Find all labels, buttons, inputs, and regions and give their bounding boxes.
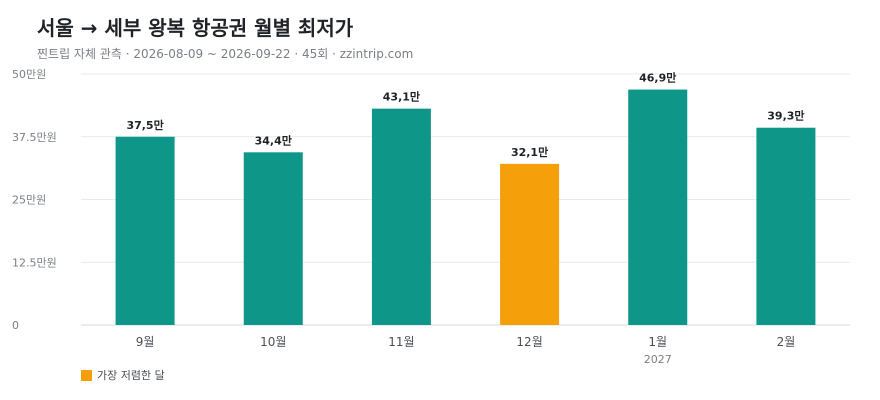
x-axis: 9월 10월 11월 12월 1월 2027 2월 bbox=[136, 335, 796, 366]
bar bbox=[628, 89, 688, 325]
bar bbox=[115, 136, 175, 325]
x-tick-label: 9월 bbox=[136, 335, 155, 349]
bar-value-label: 34,4만 bbox=[255, 133, 292, 147]
x-tick-label: 11월 bbox=[388, 335, 414, 349]
legend-label-cheapest: 가장 저렴한 달 bbox=[97, 369, 165, 382]
bar-value-label: 46,9만 bbox=[639, 71, 676, 85]
bar-cheapest bbox=[500, 163, 560, 325]
x-tick-label: 1월 bbox=[648, 335, 667, 349]
bar-value-label: 32,1만 bbox=[511, 145, 548, 159]
y-tick-label: 37.5만원 bbox=[12, 131, 57, 144]
bar bbox=[243, 152, 303, 325]
bar-value-label: 37,5만 bbox=[126, 118, 163, 132]
y-tick-label: 0 bbox=[12, 319, 19, 332]
bar bbox=[371, 108, 431, 325]
bar-value-label: 43,1만 bbox=[383, 90, 420, 104]
y-tick-label: 12.5만원 bbox=[12, 256, 57, 269]
bars: 37,5만 34,4만 43,1만 32,1만 46,9만 39,3만 bbox=[115, 71, 816, 326]
x-tick-label: 10월 bbox=[260, 335, 286, 349]
chart-subtitle: 찐트립 자체 관측 · 2026-08-09 ~ 2026-09-22 · 45… bbox=[37, 47, 414, 61]
bar bbox=[756, 127, 816, 326]
bar-value-label: 39,3만 bbox=[767, 109, 804, 123]
chart-title: 서울 → 세부 왕복 항공권 월별 최저가 bbox=[37, 16, 354, 40]
legend: 가장 저렴한 달 bbox=[81, 367, 165, 383]
y-tick-label: 25만원 bbox=[12, 194, 46, 207]
y-tick-label: 50만원 bbox=[12, 68, 46, 81]
x-tick-label: 12월 bbox=[516, 335, 542, 349]
y-axis: 0 12.5만원 25만원 37.5만원 50만원 bbox=[12, 68, 57, 332]
x-tick-label: 2월 bbox=[777, 335, 796, 349]
x-tick-year-label: 2027 bbox=[644, 353, 672, 366]
legend-swatch-cheapest bbox=[81, 369, 92, 381]
gridlines bbox=[81, 73, 850, 326]
